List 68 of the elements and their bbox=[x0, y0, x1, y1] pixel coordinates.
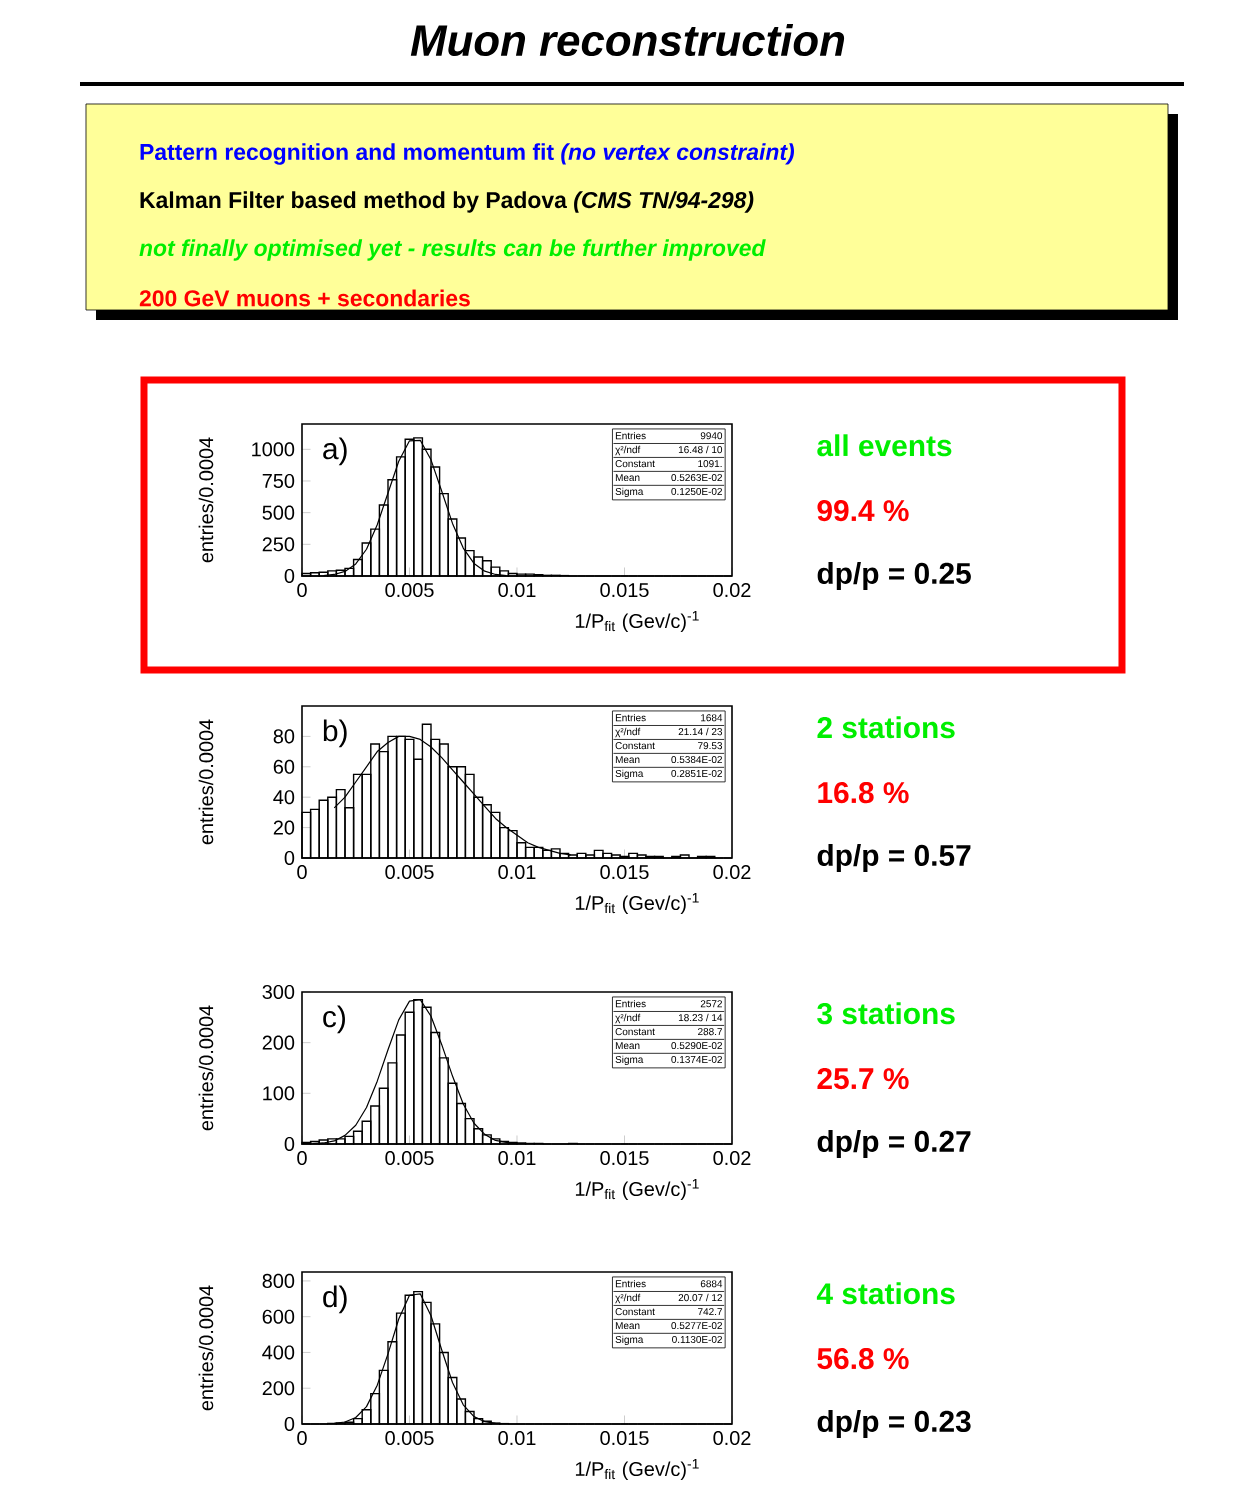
x-tick-label: 0 bbox=[297, 583, 307, 598]
x-tick-label: 0.015 bbox=[600, 1151, 649, 1166]
x-tick-label: 0.02 bbox=[713, 583, 751, 598]
y-tick-label: 750 bbox=[262, 473, 295, 489]
text: Muon reconstruction bbox=[410, 23, 845, 57]
text: all events bbox=[817, 434, 952, 457]
x-tick-label: 0.005 bbox=[385, 1151, 434, 1166]
y-tick-label: 60 bbox=[273, 759, 295, 774]
x-axis-title: 1/P$_{fit}$ (Gev/c)$^{-1}$ bbox=[575, 893, 699, 914]
y-tick-label: 40 bbox=[273, 790, 295, 805]
x-axis-title: 1/P$_{fit}$ (Gev/c)$^{-1}$ bbox=[575, 611, 699, 632]
x-tick-label: 0.005 bbox=[385, 583, 434, 598]
text: dp/p = 0.23 bbox=[817, 1410, 971, 1438]
x-tick-label: 0.01 bbox=[498, 583, 536, 598]
y-axis-title: entries/0.0004 bbox=[198, 719, 214, 845]
text: 200 GeV muons + secondaries bbox=[139, 289, 470, 307]
y-tick-label: 300 bbox=[262, 984, 295, 1000]
annotation: c) bbox=[323, 1005, 345, 1034]
y-tick-label: 250 bbox=[262, 537, 295, 552]
y-tick-label: 0 bbox=[284, 1416, 295, 1432]
text: dp/p = 0.25 bbox=[817, 562, 971, 590]
text: Kalman Filter based method by Padova (CMS TN/94-298) bbox=[140, 191, 754, 213]
x-tick-label: 0.02 bbox=[713, 1431, 751, 1446]
text: dp/p = 0.57 bbox=[817, 844, 971, 872]
y-tick-label: 100 bbox=[263, 1086, 295, 1101]
y-tick-label: 200 bbox=[262, 1381, 295, 1396]
x-tick-label: 0.005 bbox=[385, 1431, 434, 1446]
x-axis-title: 1/P$_{fit}$ (Gev/c)$^{-1}$ bbox=[575, 1179, 699, 1200]
y-tick-label: 500 bbox=[262, 505, 295, 520]
y-axis-title: entries/0.0004 bbox=[198, 1005, 214, 1131]
y-axis-title: entries/0.0004 bbox=[198, 437, 214, 563]
x-tick-label: 0.01 bbox=[498, 1431, 536, 1446]
x-tick-label: 0 bbox=[297, 1431, 307, 1446]
x-tick-label: 0.015 bbox=[600, 583, 649, 598]
text: 25.7 % bbox=[817, 1068, 909, 1090]
text: not finally optimised yet - results can be further improved bbox=[139, 239, 766, 261]
y-tick-label: 400 bbox=[262, 1345, 295, 1360]
x-tick-label: 0.02 bbox=[713, 865, 751, 880]
x-tick-label: 0 bbox=[297, 865, 307, 880]
y-tick-label: 0 bbox=[284, 850, 295, 866]
y-tick-label: 600 bbox=[262, 1309, 295, 1324]
text: 99.4 % bbox=[817, 500, 909, 522]
y-tick-label: 80 bbox=[273, 729, 295, 744]
y-axis-title: entries/0.0004 bbox=[198, 1285, 214, 1411]
x-axis-title: 1/P$_{fit}$ (Gev/c)$^{-1}$ bbox=[575, 1459, 699, 1480]
y-tick-label: 0 bbox=[284, 568, 295, 584]
x-tick-label: 0.02 bbox=[713, 1151, 751, 1166]
text: dp/p = 0.27 bbox=[817, 1130, 971, 1158]
annotation: d) bbox=[323, 1285, 347, 1314]
x-tick-label: 0.01 bbox=[498, 865, 536, 880]
text: 16.8 % bbox=[818, 782, 909, 804]
annotation: a) bbox=[323, 437, 347, 466]
text: 2 stations bbox=[817, 716, 955, 739]
x-tick-label: 0.015 bbox=[600, 865, 649, 880]
annotation: b) bbox=[323, 719, 347, 748]
y-tick-label: 0 bbox=[284, 1136, 295, 1152]
text: 56.8 % bbox=[817, 1348, 909, 1370]
x-tick-label: 0.015 bbox=[600, 1431, 649, 1446]
text: 3 stations bbox=[817, 1002, 955, 1025]
text: Pattern recognition and momentum fit (no vertex constraint) bbox=[140, 143, 794, 165]
text: 4 stations bbox=[816, 1282, 955, 1305]
x-tick-label: 0.005 bbox=[385, 865, 434, 880]
y-tick-label: 200 bbox=[262, 1035, 295, 1050]
x-tick-label: 0 bbox=[297, 1151, 307, 1166]
y-tick-label: 800 bbox=[262, 1273, 295, 1288]
y-tick-label: 20 bbox=[273, 820, 295, 835]
y-tick-label: 1000 bbox=[252, 442, 295, 457]
x-tick-label: 0.01 bbox=[498, 1151, 536, 1166]
